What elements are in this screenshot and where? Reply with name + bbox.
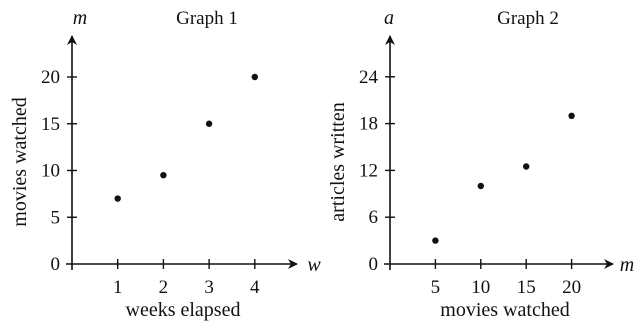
graph-2-title: Graph 2 xyxy=(497,8,559,29)
graph-2-y-tick-label: 6 xyxy=(369,207,379,228)
graph-2-x-tick-label: 5 xyxy=(431,277,441,298)
graph-1-y-tick-label: 10 xyxy=(41,161,60,182)
graph-1-y-label: movies watched xyxy=(9,97,31,226)
graph-1-x-tick-label: 3 xyxy=(204,277,214,298)
graph-1-data-point xyxy=(251,73,258,81)
graph-1-x-tick-label: 1 xyxy=(113,277,123,298)
graph-1-panel: Graph 1 m w 0 5 10 15 20 1 2 3 4 weeks elapsed movies… xyxy=(9,7,321,321)
graph-2-x-tick-label: 15 xyxy=(517,277,536,298)
graph-1-y-variable: m xyxy=(73,7,87,29)
graph-1-data-point xyxy=(114,195,121,202)
graph-2-y-tick-label: 18 xyxy=(359,114,378,135)
graph-2-x-variable: m xyxy=(620,254,634,276)
graph-1-title: Graph 1 xyxy=(176,8,238,29)
graph-1-x-tick-label: 4 xyxy=(250,277,260,298)
graph-2-y-tick-label: 24 xyxy=(359,67,379,88)
graph-1-data-point xyxy=(160,171,167,179)
graph-2-y-tick-label: 0 xyxy=(369,254,379,275)
graph-2-y-tick-label: 12 xyxy=(359,160,378,181)
graph-2-data-point xyxy=(523,163,530,170)
graph-2-y-variable: a xyxy=(384,7,394,29)
graph-1-y-tick-label: 0 xyxy=(51,254,61,275)
graph-1-y-tick-label: 20 xyxy=(41,67,60,88)
graph-2-data-point xyxy=(477,182,484,190)
graph-1-y-tick-label: 15 xyxy=(41,114,60,135)
graph-1-x-tick-label: 2 xyxy=(159,277,169,298)
graph-1-data-point xyxy=(205,120,213,127)
graph-2-x-tick-label: 20 xyxy=(562,277,581,298)
graph-1-y-tick-label: 5 xyxy=(51,207,61,228)
graph-1-x-variable: w xyxy=(307,254,321,276)
graph-2-x-label: movies watched xyxy=(440,299,569,321)
graph-2-data-point xyxy=(568,112,575,120)
graph-1-x-label: weeks elapsed xyxy=(126,299,241,321)
graph-2-x-tick-label: 10 xyxy=(471,277,490,298)
graph-2-y-label: articles written xyxy=(327,102,349,221)
graph-2-data-point xyxy=(432,237,439,244)
